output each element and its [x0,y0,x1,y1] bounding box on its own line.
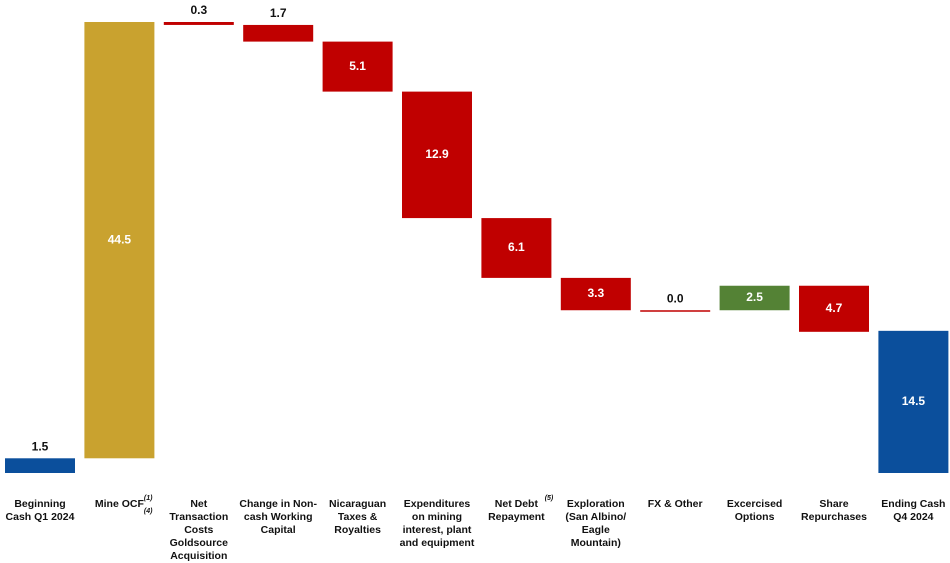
value-label: 1.7 [270,6,287,20]
bar [640,310,711,312]
value-label: 14.5 [902,394,926,408]
value-label: 6.1 [508,240,525,254]
x-tick-label: Share Repurchases [795,498,873,524]
category: Net Transaction Costs Goldsource Acquisi… [169,498,229,562]
category: Exploration (San Albino/ Eagle Mountain) [565,498,627,549]
bar [322,41,393,92]
x-tick-label: Expenditures on mining interest, plant a… [398,498,476,550]
bar [799,285,869,332]
x-tick-label: Nicaraguan Taxes & Royalties [319,498,397,537]
value-label: 0.0 [667,291,684,305]
x-tick-label: Exploration (San Albino/ Eagle Mountain) [557,498,635,550]
value-label: 1.5 [32,439,49,453]
bar [719,285,790,311]
category: Beginning Cash Q1 2024 [5,498,75,523]
x-tick-label: Net Transaction Costs Goldsource Acquisi… [160,498,238,563]
category: Ending Cash Q4 2024 [881,498,946,523]
value-label: 12.9 [425,147,449,161]
x-tick-label: Net Debt Repayment (5) [477,495,555,524]
footnote-mark: (1)(4) [143,495,153,515]
value-label: 0.3 [190,3,207,17]
bar [402,91,472,219]
value-label: 3.3 [587,286,604,300]
value-label: 4.7 [826,301,843,315]
category: Nicaraguan Taxes & Royalties [329,498,387,536]
x-tick-label: Excercised Options [716,498,794,524]
x-tick-label: Ending Cash Q4 2024 [874,498,950,524]
x-tick-label: Change in Non-cash Working Capital [239,498,317,537]
footnote-mark: (5) [544,495,554,502]
value-label: 5.1 [349,59,366,73]
category: Change in Non-cash Working Capital [239,498,317,536]
bar [84,22,155,459]
category: FX & Other [647,498,703,510]
value-label: 2.5 [746,290,763,304]
x-tick-label: Beginning Cash Q1 2024 [1,498,79,524]
x-tick-label: FX & Other [636,498,714,511]
category: Mine OCF (1)(4) [95,495,153,515]
category: Share Repurchases [801,498,867,523]
page: 1.5 44.5 0.3 1.7 5.1 12.9 6.1 3.3 0.0 2.5 4.7 14.5 … [1,3,950,562]
bar [560,277,631,311]
bar [878,330,949,473]
bar [5,458,75,473]
category: Excercised Options [726,498,783,523]
x-tick-label: Mine OCF (1)(4) [80,495,158,515]
category: Net Debt Repayment (5) [488,495,553,523]
bar [243,24,314,42]
bar [481,218,552,278]
value-label: 44.5 [108,232,132,246]
chart: 1.5 44.5 0.3 1.7 5.1 12.9 6.1 3.3 0.0 2.5 4.7 14.5 [5,3,949,473]
bar [163,22,234,25]
category: Expenditures on mining interest, plant a… [399,498,475,549]
